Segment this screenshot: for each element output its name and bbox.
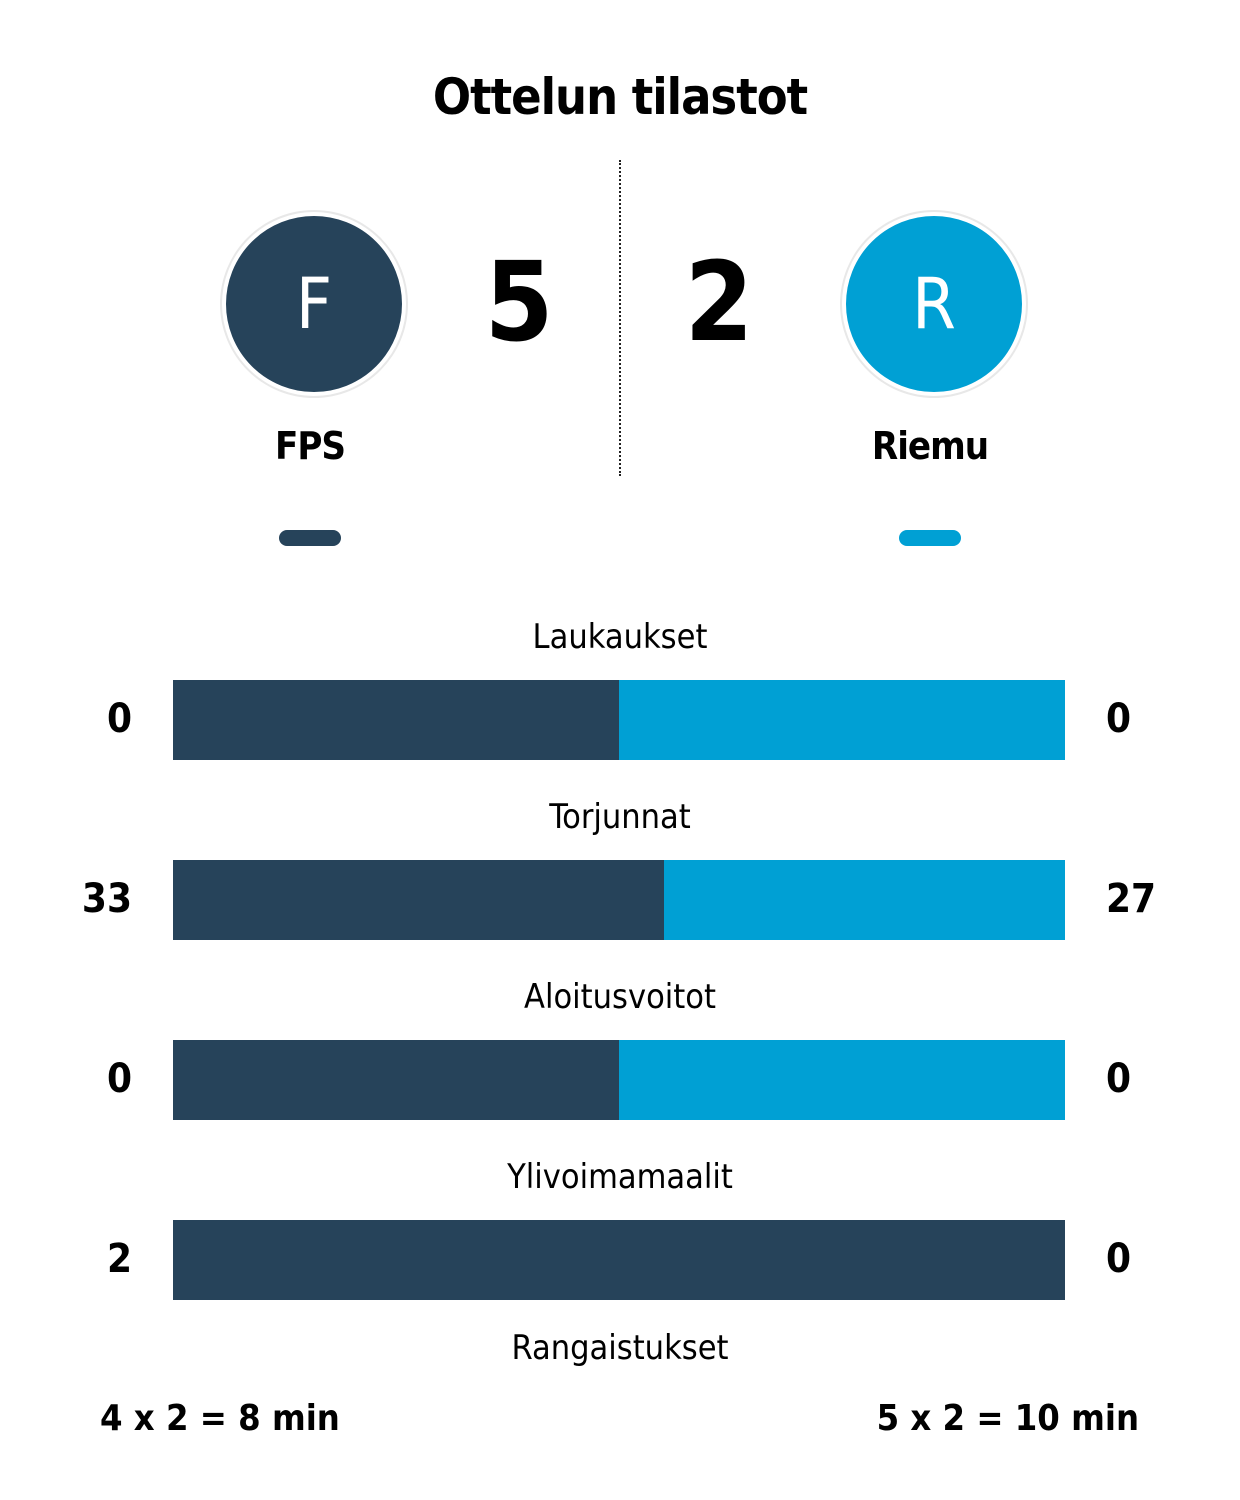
home-team-logo: F: [222, 212, 406, 396]
away-color-indicator: [899, 530, 961, 546]
stat-label: Aloitusvoitot: [524, 977, 716, 1017]
stat-bar-home: [173, 1040, 619, 1120]
stat-bar-away: [663, 860, 1065, 940]
stat-label: Laukaukset: [532, 617, 708, 657]
stat-bar-away: [619, 680, 1065, 760]
penalties-label: Rangaistukset: [511, 1328, 729, 1368]
stat-home-value: 0: [106, 1056, 132, 1102]
stat-home-value: 33: [81, 876, 132, 922]
home-team-name: FPS: [274, 424, 346, 468]
away-team-name: Riemu: [871, 424, 989, 468]
stat-bar-home: [173, 680, 619, 760]
divider: [619, 160, 621, 476]
stat-bar: [173, 860, 1065, 940]
home-color-indicator: [279, 530, 341, 546]
stat-away-value: 27: [1106, 876, 1157, 922]
away-score: 2: [684, 238, 754, 366]
away-penalties: 5 x 2 = 10 min: [876, 1398, 1139, 1439]
stat-home-value: 2: [106, 1236, 132, 1282]
stat-bar-home: [173, 860, 664, 940]
home-score: 5: [484, 238, 554, 366]
stat-label: Ylivoimamaalit: [507, 1157, 733, 1197]
stat-home-value: 0: [106, 696, 132, 742]
stat-bar: [173, 680, 1065, 760]
stat-away-value: 0: [1106, 696, 1132, 742]
stat-bar-away: [619, 1040, 1065, 1120]
stat-away-value: 0: [1106, 1236, 1132, 1282]
stat-bar-home: [173, 1220, 1065, 1300]
stat-bar: [173, 1040, 1065, 1120]
stat-label: Torjunnat: [549, 797, 691, 837]
stat-bar: [173, 1220, 1065, 1300]
page-title: Ottelun tilastot: [432, 68, 808, 126]
home-penalties: 4 x 2 = 8 min: [100, 1398, 340, 1439]
away-team-logo: R: [842, 212, 1026, 396]
stat-away-value: 0: [1106, 1056, 1132, 1102]
